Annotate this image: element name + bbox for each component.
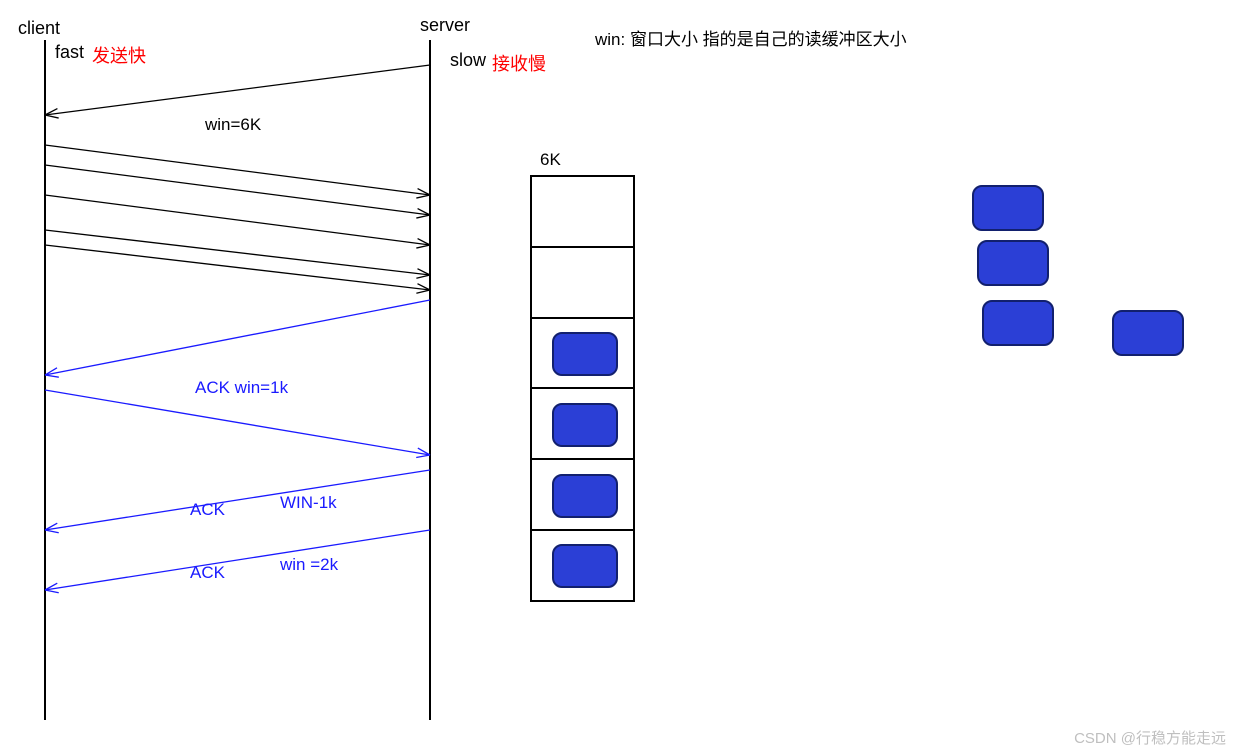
msg-win2k: win =2k (280, 555, 338, 575)
msg-ack2: ACK (190, 500, 225, 520)
free-block (977, 240, 1049, 286)
msg-win6k: win=6K (205, 115, 261, 135)
msg-ack-win1k: ACK win=1k (195, 378, 288, 398)
win-note: win: 窗口大小 指的是自己的读缓冲区大小 (595, 25, 907, 50)
buffer-block (552, 474, 618, 518)
free-block (982, 300, 1054, 346)
diagram-stage: client server fast 发送快 slow 接收慢 win: 窗口大… (0, 0, 1236, 754)
watermark: CSDN @行稳方能走远 (1074, 727, 1226, 748)
buffer-block (552, 332, 618, 376)
msg-ack3: ACK (190, 563, 225, 583)
client-label: client (18, 18, 60, 39)
buffer-block (552, 403, 618, 447)
server-label: server (420, 15, 470, 36)
free-block (972, 185, 1044, 231)
msg-win1k-2: WIN-1k (280, 493, 337, 513)
buffer-cell (530, 246, 635, 319)
fast-label: fast (55, 42, 84, 63)
fast-cn-label: 发送快 (92, 42, 146, 68)
buffer-label: 6K (540, 150, 561, 170)
free-block (1112, 310, 1184, 356)
buffer-cell (530, 175, 635, 248)
slow-label: slow (450, 50, 486, 71)
buffer-block (552, 544, 618, 588)
slow-cn-label: 接收慢 (492, 50, 546, 76)
